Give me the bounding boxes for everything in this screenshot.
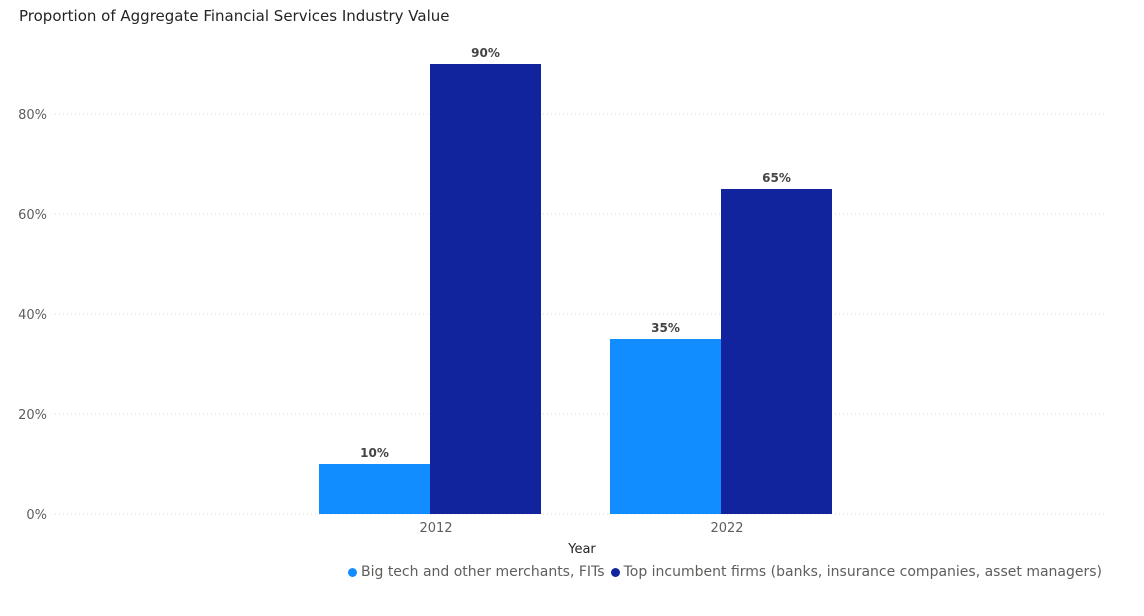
legend-label: Big tech and other merchants, FITs [360,564,605,580]
gridlines [55,113,1104,515]
legend-dot-icon [347,567,357,577]
legend[interactable]: Big tech and other merchants, FITs Top i… [342,564,1102,580]
legend-label: Top incumbent firms (banks, insurance co… [623,564,1102,580]
legend-dot-icon [610,567,620,577]
x-tick-label: 2022 [710,521,743,536]
bar[interactable] [610,339,721,514]
y-tick-label: 0% [26,508,47,523]
x-axis-ticks: 2012 2022 [419,521,743,536]
chart-title: Proportion of Aggregate Financial Servic… [19,7,450,25]
y-tick-label: 20% [18,408,47,423]
bar[interactable] [319,464,430,514]
data-labels: 10% 90% 35% 65% [360,46,791,460]
y-tick-label: 40% [18,308,47,323]
bar[interactable] [721,189,832,514]
x-tick-label: 2012 [419,521,452,536]
bar[interactable] [430,64,541,514]
data-label: 35% [651,321,680,335]
data-label: 65% [762,171,791,185]
y-axis-ticks: 0% 20% 40% 60% 80% [18,108,47,523]
legend-item-big-tech[interactable]: Big tech and other merchants, FITs [347,564,605,580]
bars[interactable] [319,64,832,514]
data-label: 10% [360,446,389,460]
y-tick-label: 60% [18,208,47,223]
x-axis-title: Year [567,542,596,557]
legend-item-incumbent[interactable]: Top incumbent firms (banks, insurance co… [610,564,1102,580]
y-tick-label: 80% [18,108,47,123]
data-label: 90% [471,46,500,60]
